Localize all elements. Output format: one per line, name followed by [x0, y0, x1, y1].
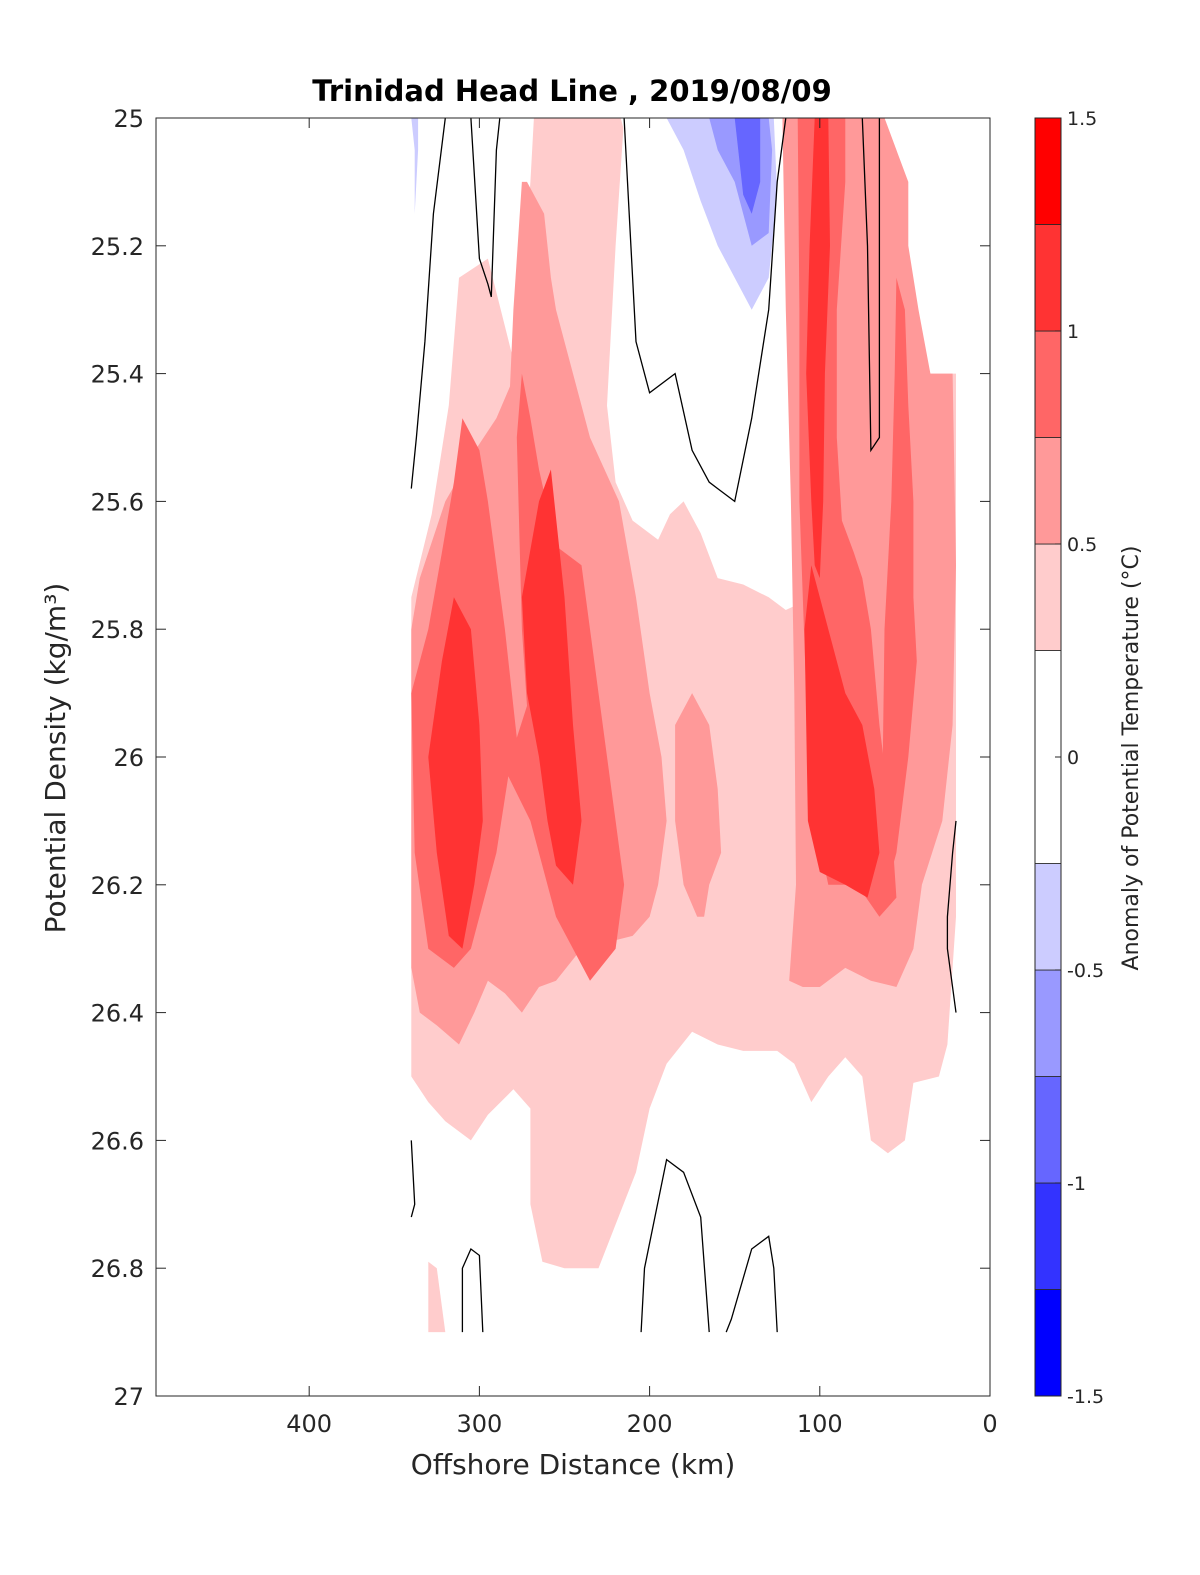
y-tick-label: 25.6 — [91, 488, 144, 516]
zero-contour-6 — [640, 1158, 710, 1333]
y-tick-label: 27 — [113, 1383, 144, 1411]
colorbar-tick-label: -0.5 — [1067, 960, 1104, 982]
colorbar-level-2 — [1034, 1076, 1062, 1184]
anomaly-region-16 — [411, 118, 419, 214]
chart-title: Trinidad Head Line , 2019/08/09 — [312, 74, 832, 108]
anomaly-region-11 — [804, 565, 880, 898]
y-tick-label: 26.8 — [91, 1255, 144, 1283]
y-tick-label: 26.4 — [91, 1000, 144, 1028]
colorbar-tick-label: -1 — [1067, 1173, 1086, 1195]
zero-contour-0 — [410, 118, 446, 489]
y-tick-label: 25.2 — [91, 233, 144, 261]
anomaly-region-17 — [734, 118, 761, 214]
colorbar-tick-label: 0 — [1067, 747, 1079, 769]
x-tick-label: 100 — [797, 1410, 843, 1438]
zero-contour-lines — [410, 118, 957, 1333]
colorbar-level-7 — [1034, 437, 1062, 545]
colorbar-level-10 — [1034, 117, 1062, 225]
colorbar-level-4 — [1034, 863, 1062, 971]
colorbar-label: Anomaly of Potential Temperature (°C) — [1119, 546, 1144, 971]
anomaly-region-4 — [675, 693, 722, 917]
colorbar-tick-label: 1 — [1067, 321, 1079, 343]
colorbar-level-6 — [1034, 543, 1062, 651]
x-axis-ticks: 400 300 200 100 0 — [286, 118, 998, 1438]
y-tick-label: 26.2 — [91, 872, 144, 900]
colorbar-level-1 — [1034, 1182, 1062, 1290]
y-tick-label: 25.4 — [91, 361, 144, 389]
y-tick-label: 25.8 — [91, 616, 144, 644]
anomaly-region-1 — [428, 1261, 446, 1333]
zero-contour-7 — [725, 1235, 778, 1333]
colorbar-ticks: 1.5 1 0.5 0 -0.5 -1 -1.5 — [1055, 108, 1104, 1408]
x-tick-label: 400 — [286, 1410, 332, 1438]
x-tick-label: 300 — [456, 1410, 502, 1438]
zero-contour-5 — [461, 1247, 484, 1333]
zero-contour-2 — [623, 118, 787, 503]
anomaly-region-9 — [882, 277, 917, 885]
colorbar-level-8 — [1034, 330, 1062, 438]
x-tick-label: 200 — [627, 1410, 673, 1438]
zero-contour-3 — [861, 118, 881, 453]
plot-area: 400 300 200 100 0 25 25.2 25.4 25.6 25.8 26 26.2 26… — [91, 105, 998, 1438]
x-tick-label: 0 — [982, 1410, 997, 1438]
colorbar-tick-label: 1.5 — [1067, 108, 1097, 130]
y-tick-label: 26.6 — [91, 1127, 144, 1155]
colorbar-level-3 — [1034, 969, 1062, 1077]
x-axis-label: Offshore Distance (km) — [411, 1448, 736, 1481]
anomaly-region-5 — [428, 597, 483, 949]
colorbar-level-9 — [1034, 224, 1062, 332]
y-tick-label: 25 — [113, 105, 144, 133]
anomaly-region-10 — [806, 118, 830, 579]
anomaly-region-13 — [406, 118, 425, 342]
y-axis-ticks: 25 25.2 25.4 25.6 25.8 26 26.2 26.4 26.6 26.8 27 — [91, 105, 990, 1411]
y-axis-label: Potential Density (kg/m³) — [39, 583, 72, 934]
zero-contour-4 — [410, 1140, 416, 1218]
colorbar-level-0 — [1034, 1289, 1062, 1397]
anomaly-region-6 — [521, 469, 582, 885]
zero-contour-1 — [470, 118, 501, 298]
colorbar: 1.5 1 0.5 0 -0.5 -1 -1.5 Anomaly of Potential … — [1034, 108, 1144, 1408]
anomaly-filled-contours — [406, 118, 956, 1333]
zero-contour-8 — [946, 820, 957, 1013]
colorbar-tick-label: 0.5 — [1067, 534, 1097, 556]
y-tick-label: 26 — [113, 744, 144, 772]
colorbar-tick-label: -1.5 — [1067, 1386, 1104, 1408]
